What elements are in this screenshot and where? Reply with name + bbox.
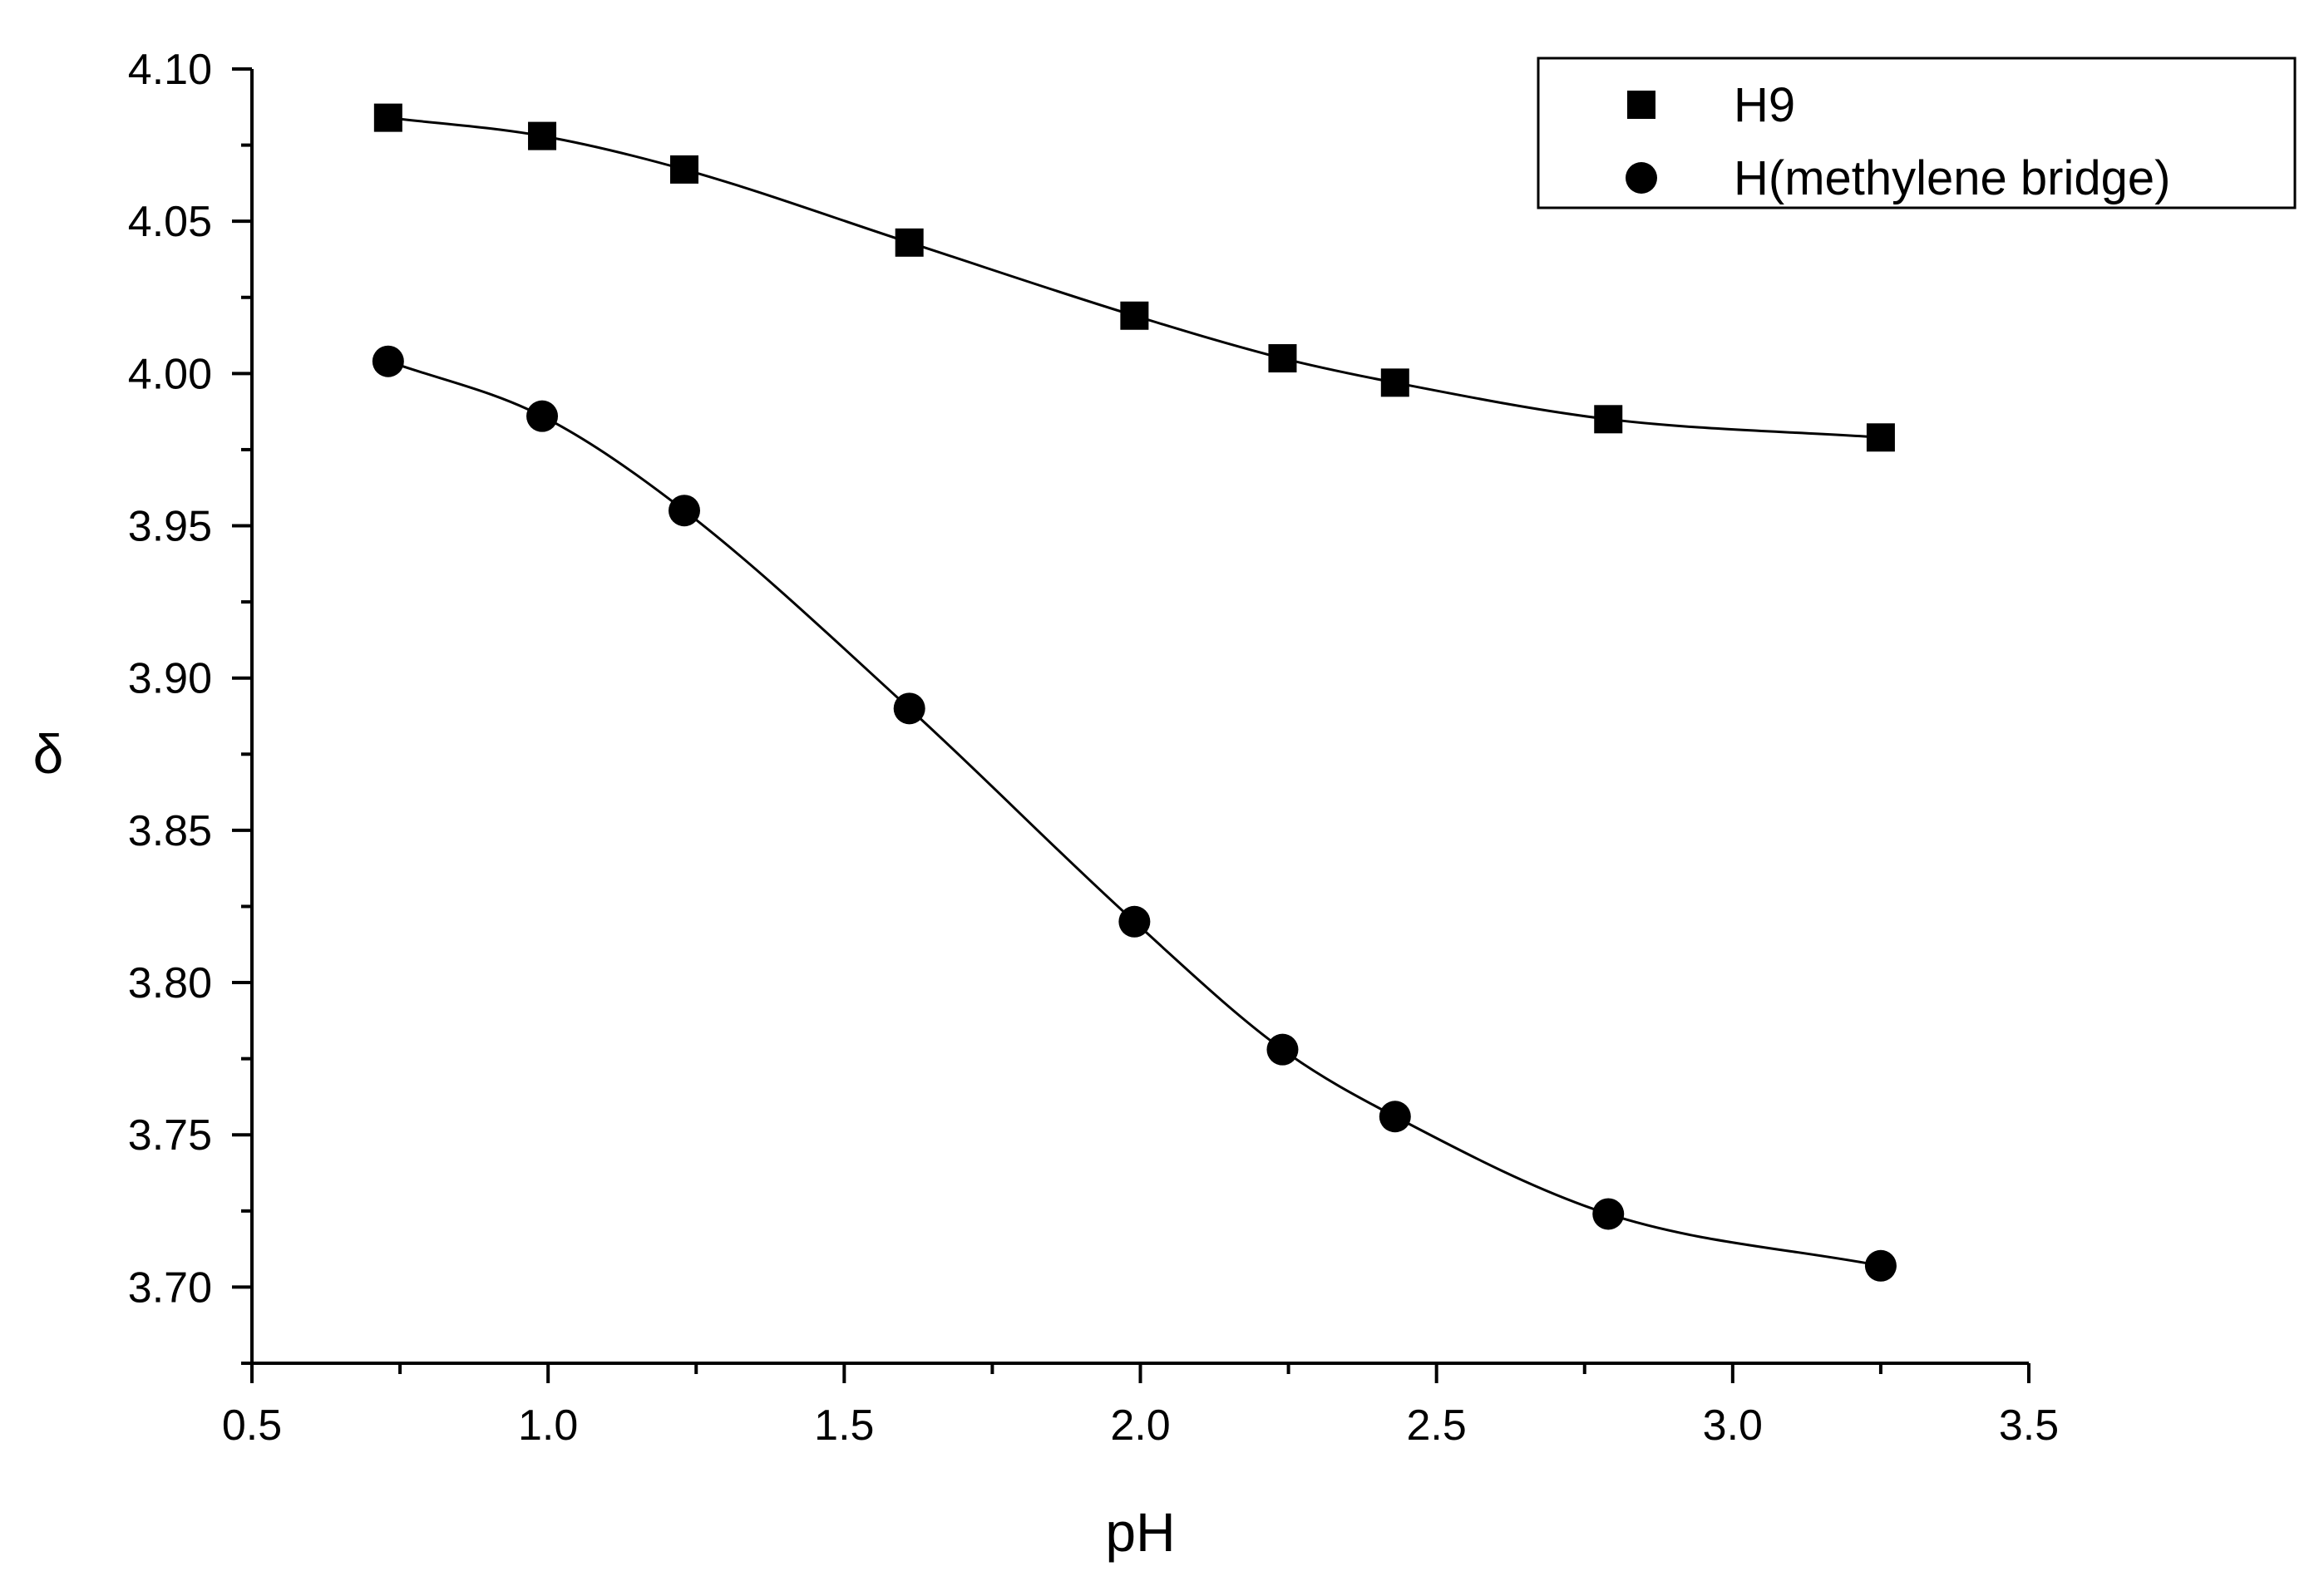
y-tick-label: 3.95 <box>128 503 212 551</box>
series-layer <box>372 103 1897 1282</box>
y-tick-label: 3.70 <box>128 1263 212 1312</box>
data-point-circle <box>893 692 925 725</box>
x-tick-label: 2.5 <box>1407 1401 1467 1450</box>
data-point-circle <box>1864 1249 1897 1282</box>
data-point-square <box>1380 368 1409 397</box>
y-tick-label: 3.90 <box>128 655 212 703</box>
x-tick-label: 3.5 <box>1999 1401 2059 1450</box>
legend-circle-marker <box>1626 162 1657 194</box>
y-axis-title: δ <box>33 723 64 785</box>
data-point-circle <box>669 495 701 527</box>
x-tick-label: 3.0 <box>1703 1401 1763 1450</box>
x-tick-label: 0.5 <box>222 1401 282 1450</box>
legend: H9 H(methylene bridge) <box>1537 57 2297 209</box>
x-tick-label: 1.5 <box>814 1401 874 1450</box>
data-point-square <box>1866 423 1895 452</box>
axes: 0.5 1.0 1.5 2.0 2.5 3.0 3.5 3.70 3.75 3.80 3.85 3.9… <box>128 46 2059 1450</box>
y-tick-label: 4.10 <box>128 46 212 94</box>
y-tick-label: 4.00 <box>128 350 212 398</box>
legend-square-marker <box>1627 91 1655 119</box>
series-line <box>387 360 1882 1268</box>
data-point-square <box>1594 405 1623 434</box>
data-point-square <box>670 155 699 184</box>
data-point-circle <box>1266 1033 1299 1066</box>
y-tick-label: 3.80 <box>128 959 212 1007</box>
data-point-square <box>528 121 557 150</box>
y-tick-label: 4.05 <box>128 198 212 246</box>
legend-label: H(methylene bridge) <box>1734 151 2170 205</box>
data-point-square <box>895 228 924 257</box>
series-methylene-bridge <box>372 345 1897 1282</box>
data-point-circle <box>1379 1101 1411 1133</box>
legend-label: H9 <box>1734 78 1795 132</box>
x-axis-title: pH <box>1105 1501 1175 1563</box>
data-point-circle <box>1118 905 1151 938</box>
x-tick-label: 1.0 <box>518 1401 578 1450</box>
data-point-circle <box>1592 1198 1625 1230</box>
legend-box <box>1537 57 2297 209</box>
x-tick-label: 2.0 <box>1110 1401 1170 1450</box>
y-tick-label: 3.85 <box>128 807 212 855</box>
data-point-square <box>1268 344 1297 373</box>
data-point-square <box>373 103 402 132</box>
y-tick-label: 3.75 <box>128 1111 212 1160</box>
data-point-circle <box>526 400 559 432</box>
data-point-square <box>1120 301 1149 330</box>
data-point-circle <box>372 345 404 377</box>
series-h9 <box>373 103 1895 452</box>
